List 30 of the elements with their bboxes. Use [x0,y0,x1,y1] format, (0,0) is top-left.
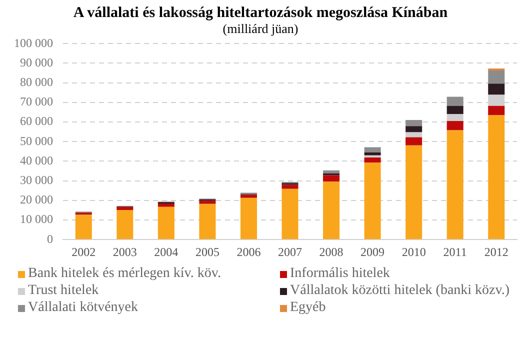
legend-label: Bank hitelek és mérlegen kív. köv. [28,266,221,282]
x-tick-label: 2006 [236,244,261,259]
y-tick-label: 40 000 [20,153,53,168]
legend-label: Vállalati kötvények [28,300,138,316]
y-tick-label: 100 000 [14,36,53,50]
y-tick-label: 50 000 [20,134,53,148]
y-tick-label: 30 000 [20,172,53,187]
x-tick-label: 2005 [195,244,220,259]
x-tick-label: 2002 [72,244,96,259]
x-tick-label: 2012 [484,244,508,259]
y-tick-label: 80 000 [20,74,53,89]
legend-label: Trust hitelek [28,283,99,299]
x-tick-label: 2004 [154,244,178,259]
y-tick-label: 70 000 [20,94,53,109]
chart-title: A vállalati és lakosság hiteltartozások megoszlása Kínában [73,4,448,21]
x-tick-label: 2010 [402,244,426,259]
y-tick-label: 0 [47,232,53,246]
x-tick-label: 2011 [443,244,467,259]
legend-label: Egyéb [290,300,326,316]
legend-label: Vállalatok közötti hitelek (banki közv.) [290,283,510,299]
x-tick-label: 2007 [278,244,302,259]
x-tick-label: 2009 [360,244,385,259]
y-tick-label: 20 000 [20,192,53,207]
y-tick-label: 10 000 [20,212,53,226]
x-tick-label: 2008 [319,244,344,259]
chart-subtitle: (milliárd jüan) [222,21,298,36]
y-tick-label: 60 000 [20,114,53,128]
y-tick-label: 90 000 [20,55,53,70]
x-tick-label: 2003 [112,244,137,259]
legend-label: Informális hitelek [290,266,390,282]
